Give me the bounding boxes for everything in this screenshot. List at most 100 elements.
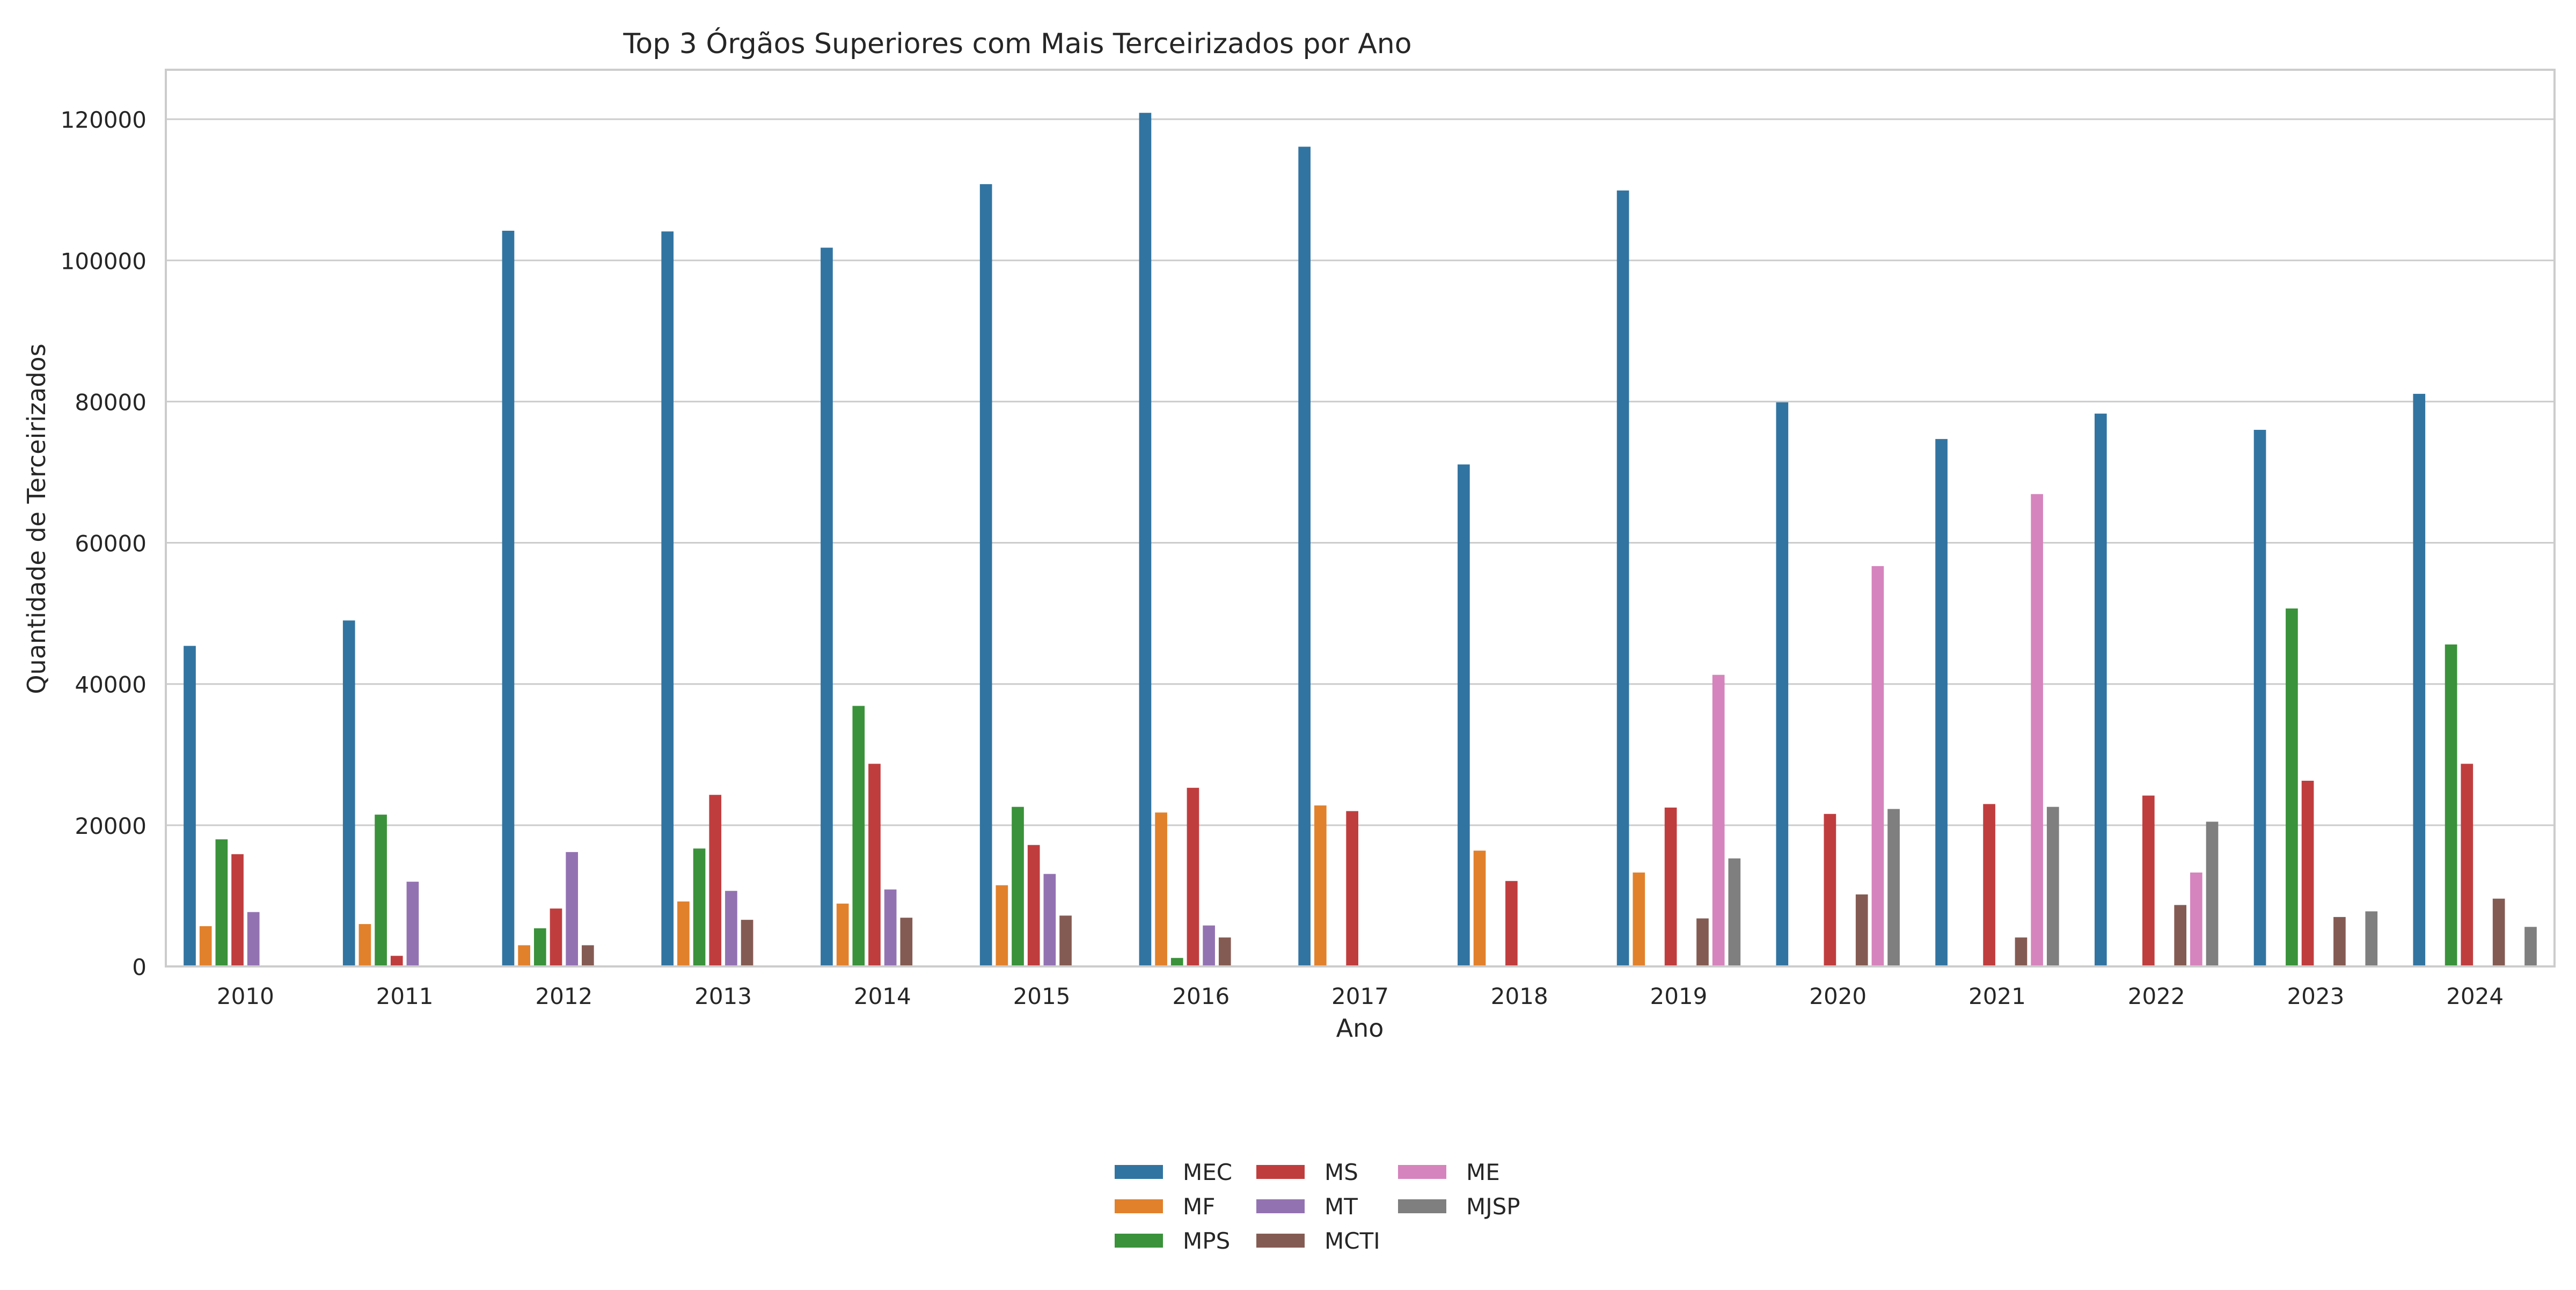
bar-mec-2015	[979, 184, 992, 967]
bar-mps-2014	[852, 706, 865, 966]
legend-swatch-mjsp	[1398, 1199, 1446, 1213]
y-tick-label: 40000	[75, 672, 147, 698]
bar-mt-2013	[725, 891, 737, 966]
y-gridlines	[166, 118, 2555, 967]
bar-mcti-2024	[2492, 898, 2505, 966]
bar-mf-2018	[1473, 851, 1486, 966]
y-tick-label: 80000	[75, 389, 147, 415]
bar-mjsp-2024	[2524, 927, 2537, 966]
bar-mps-2012	[533, 928, 546, 966]
bar-mps-2010	[215, 839, 228, 966]
bar-mcti-2021	[2015, 937, 2028, 966]
legend-swatch-mps	[1115, 1234, 1163, 1248]
bar-mt-2016	[1203, 925, 1215, 966]
bar-ms-2024	[2461, 764, 2473, 966]
bar-mps-2024	[2445, 644, 2457, 966]
bar-ms-2011	[390, 956, 403, 966]
bar-ms-2016	[1187, 788, 1199, 966]
bar-mcti-2019	[1696, 918, 1709, 966]
bar-mps-2011	[375, 815, 387, 966]
x-tick-label: 2020	[1809, 983, 1867, 1009]
legend-swatch-ms	[1256, 1165, 1305, 1179]
bar-me-2020	[1871, 566, 1884, 966]
bar-ms-2010	[231, 854, 244, 966]
x-tick-label: 2010	[217, 983, 274, 1009]
y-tick-labels: 0 20000 40000 60000 80000 100000 120000	[61, 107, 147, 980]
bar-mjsp-2023	[2365, 911, 2378, 966]
y-tick-label: 120000	[61, 107, 147, 133]
x-tick-label: 2012	[535, 983, 592, 1009]
bar-mf-2011	[358, 924, 371, 966]
bar-mjsp-2019	[1728, 858, 1741, 966]
legend-label-mcti: MCTI	[1324, 1228, 1380, 1254]
y-axis-label: Quantidade de Terceirizados	[22, 343, 51, 694]
bar-mf-2019	[1633, 873, 1645, 966]
bar-mec-2021	[1935, 439, 1948, 966]
bar-mec-2018	[1458, 464, 1470, 966]
x-tick-label: 2015	[1013, 983, 1071, 1009]
bar-mt-2010	[247, 912, 260, 966]
bar-ms-2022	[2142, 795, 2155, 966]
bar-mcti-2020	[1855, 894, 1868, 966]
bar-mcti-2014	[900, 918, 913, 966]
bar-mps-2023	[2286, 608, 2298, 966]
x-tick-label: 2019	[1650, 983, 1708, 1009]
x-tick-label: 2024	[2446, 983, 2504, 1009]
legend-label-mec: MEC	[1183, 1159, 1232, 1185]
bar-mjsp-2020	[1887, 809, 1900, 966]
bar-ms-2021	[1983, 804, 1995, 966]
bar-ms-2012	[550, 908, 562, 966]
legend-swatch-mec	[1115, 1165, 1163, 1179]
bar-mf-2016	[1155, 812, 1167, 966]
legend-label-ms: MS	[1324, 1159, 1358, 1185]
bar-mf-2014	[836, 903, 849, 966]
x-tick-label: 2013	[694, 983, 752, 1009]
x-tick-labels: 2010 2011 2012 2013 2014 2015 2016 2017 2018 2019…	[217, 983, 2504, 1009]
bar-mjsp-2021	[2046, 807, 2059, 966]
bar-ms-2017	[1346, 811, 1358, 966]
x-tick-label: 2011	[376, 983, 434, 1009]
bar-mec-2023	[2253, 430, 2266, 966]
legend-label-mjsp: MJSP	[1466, 1193, 1520, 1220]
y-tick-label: 100000	[61, 248, 147, 274]
bar-ms-2013	[709, 795, 722, 966]
x-tick-label: 2021	[1968, 983, 2026, 1009]
bar-ms-2023	[2301, 780, 2314, 966]
legend-label-mps: MPS	[1183, 1228, 1230, 1254]
bar-mps-2015	[1012, 807, 1024, 966]
y-tick-label: 0	[132, 954, 147, 980]
bar-mf-2010	[199, 926, 212, 966]
bar-mec-2022	[2094, 413, 2107, 966]
bar-mf-2013	[677, 901, 690, 966]
legend-label-me: ME	[1466, 1159, 1500, 1185]
bar-mec-2016	[1139, 113, 1152, 967]
bar-ms-2019	[1664, 807, 1677, 966]
bar-mt-2015	[1043, 874, 1056, 966]
x-tick-label: 2014	[854, 983, 911, 1009]
x-tick-label: 2017	[1331, 983, 1389, 1009]
bar-mec-2010	[184, 646, 196, 966]
bar-mec-2012	[502, 230, 515, 967]
bar-mcti-2015	[1059, 915, 1072, 966]
bar-mf-2012	[518, 945, 530, 966]
legend: MEC MF MPS MS MT MCTI ME MJSP	[1115, 1159, 1520, 1254]
bar-mec-2020	[1776, 402, 1789, 967]
legend-label-mt: MT	[1324, 1193, 1358, 1220]
legend-swatch-mcti	[1256, 1234, 1305, 1248]
bar-mcti-2016	[1218, 937, 1231, 966]
legend-swatch-mf	[1115, 1199, 1163, 1213]
bar-me-2019	[1712, 675, 1725, 966]
plot-frame	[165, 69, 2556, 967]
bar-mps-2016	[1170, 958, 1183, 966]
bar-mf-2015	[996, 885, 1008, 966]
x-tick-label: 2023	[2287, 983, 2344, 1009]
bar-ms-2015	[1027, 845, 1040, 966]
bar-mec-2017	[1298, 146, 1311, 967]
bar-ms-2020	[1824, 813, 1836, 966]
bar-mcti-2012	[582, 945, 594, 966]
y-tick-label: 60000	[75, 531, 147, 557]
bar-me-2021	[2031, 494, 2043, 966]
bar-mf-2017	[1314, 805, 1327, 966]
